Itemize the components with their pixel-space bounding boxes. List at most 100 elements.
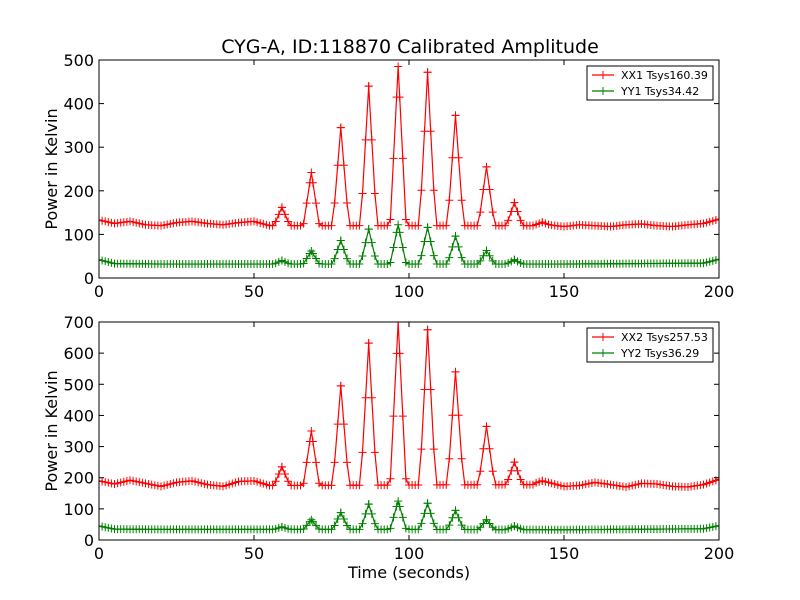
data-point [299,259,308,268]
x-tick-label: 100 [394,282,425,301]
data-point [364,82,373,91]
data-point [389,243,398,252]
data-point [473,480,482,489]
legend-box [586,65,714,101]
legend-label: YY1 Tsys34.42 [620,85,699,98]
y-tick-label: 500 [63,51,94,70]
data-point [394,497,403,506]
data-point [358,189,367,198]
y-tick-label: 0 [84,531,94,550]
data-point [429,251,438,260]
series-2-2 [99,497,719,534]
data-point [386,258,395,267]
x-tick-label: 200 [704,544,735,563]
x-tick-label: 150 [549,544,580,563]
data-point [488,467,497,476]
data-point [442,480,451,489]
data-point [327,260,336,269]
data-point [423,223,432,232]
legend-marker [599,333,607,341]
data-point [414,480,423,489]
subplot-1: 0 50 100 150 200 0 100 200 300 400 500 Power in Kel… [42,51,734,301]
data-point [364,225,373,234]
data-point [426,385,435,394]
data-point [485,185,494,194]
y-tick-label: 300 [63,138,94,157]
legend-marker [599,87,607,95]
data-point [398,412,407,421]
data-point [426,509,435,518]
data-point [370,448,379,457]
data-point [281,470,289,479]
data-point [417,519,426,528]
data-point [330,521,339,530]
data-point [307,427,316,435]
y-tick-label: 600 [63,344,94,363]
data-point [389,412,398,421]
data-point [355,481,364,490]
data-point [389,154,398,163]
data-point [504,475,513,484]
y-tick-label: 300 [63,438,94,457]
data-point [454,153,463,162]
data-point [445,521,454,530]
data-point [482,162,491,171]
data-point [485,444,494,453]
data-point [414,260,423,269]
y-tick-label: 0 [84,269,94,288]
data-point [513,207,522,216]
data-point [445,454,454,463]
x-axis-label: Time (seconds) [347,563,470,582]
data-point [327,481,336,490]
data-point [370,189,379,198]
data-point [395,502,404,511]
legend-label: YY2 Tsys36.29 [620,347,699,360]
data-point [442,525,451,534]
y-tick-label: 700 [63,313,94,332]
data-point [501,221,510,230]
data-point [339,515,348,524]
data-point [336,123,345,132]
data-point [451,367,460,376]
data-point [271,217,280,226]
data-point [395,228,404,237]
y-tick-label: 200 [63,182,94,201]
data-point [281,210,289,219]
data-point [482,422,491,431]
data-point [355,525,364,534]
data-point [277,462,286,471]
data-point [510,198,519,207]
data-point [367,238,376,247]
data-point [336,236,345,245]
data-point [715,215,719,224]
data-point [398,154,407,163]
data-point [367,393,376,402]
data-point [355,221,364,230]
data-point [312,199,320,208]
data-point [451,232,460,241]
data-point [395,349,404,358]
data-point [336,508,345,517]
y-axis-label: Power in Kelvin [42,108,61,229]
y-tick-label: 100 [63,225,94,244]
data-point [482,246,491,255]
x-tick-label: 50 [244,544,264,563]
data-point [488,208,497,217]
data-point [367,135,376,144]
subplot-2: 0 50 100 150 200 0 100 200 300 400 500 600 700 Power … [42,313,734,582]
data-point [501,480,510,489]
data-point [473,221,482,230]
data-point [367,509,376,518]
data-point [426,237,435,246]
data-point [386,524,395,533]
legend: XX1 Tsys160.39 YY1 Tsys34.42 [586,65,714,101]
data-point [451,506,460,515]
data-point [395,93,404,102]
x-tick-label: 150 [549,282,580,301]
data-point [383,221,392,230]
data-point [510,458,519,467]
chart-title: CYG-A, ID:118870 Calibrated Amplitude [221,36,599,58]
data-point [414,525,423,534]
y-axis-label: Power in Kelvin [42,370,61,491]
